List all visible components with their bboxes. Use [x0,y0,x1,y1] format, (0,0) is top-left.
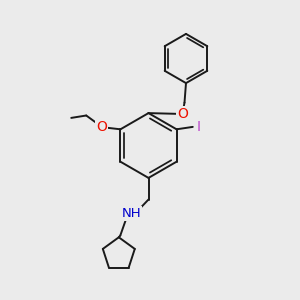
Text: NH: NH [122,207,141,220]
Text: O: O [178,107,188,121]
Text: O: O [96,120,107,134]
Text: I: I [196,120,200,134]
